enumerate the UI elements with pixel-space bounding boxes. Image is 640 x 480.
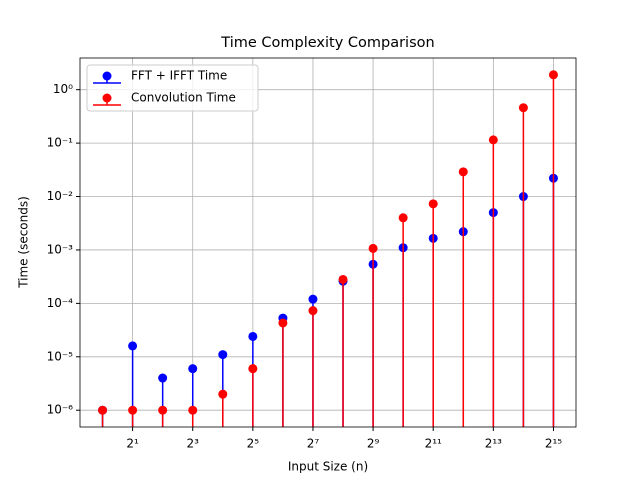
legend-box [86,64,259,112]
y-tick-label: 10⁻⁴ [47,296,74,310]
legend-marker [102,93,112,103]
x-tick-label: 2⁷ [307,437,320,451]
stem-marker [248,364,258,374]
stem-marker [488,135,498,145]
stem-marker [188,405,198,415]
stem-marker [128,341,138,351]
stem-marker [158,373,168,383]
y-tick-label: 10⁻² [47,189,74,203]
stem-marker [248,331,258,341]
y-tick-label: 10⁻⁵ [47,349,74,363]
stem-marker [218,389,228,399]
stem-marker [158,405,168,415]
legend-marker [102,71,112,81]
x-tick-label: 2¹¹ [425,437,442,451]
stem-marker [308,294,318,304]
x-axis-label: Input Size (n) [288,460,368,474]
x-tick-label: 2¹⁵ [545,437,562,451]
chart-title: Time Complexity Comparison [220,35,434,51]
stem-marker [518,103,528,113]
stem-marker [368,243,378,253]
stem-marker [338,274,348,284]
stem-marker [218,350,228,360]
x-tick-label: 2¹ [126,437,139,451]
x-tick-label: 2⁹ [367,437,380,451]
y-tick-label: 10⁻⁶ [47,403,74,417]
y-tick-label: 10⁰ [53,82,73,96]
legend-label: FFT + IFFT Time [131,69,227,83]
x-tick-label: 2⁵ [247,437,260,451]
stem-marker [128,405,138,415]
stem-marker [398,213,408,223]
y-tick-label: 10⁻³ [47,242,74,256]
x-tick-label: 2¹³ [485,437,502,451]
stem-marker [428,199,438,209]
legend-label: Convolution Time [131,91,236,105]
stem-marker [308,306,318,316]
stem-marker [278,318,288,328]
x-tick-label: 2³ [187,437,200,451]
axes-frame [79,57,577,428]
y-tick-label: 10⁻¹ [47,136,74,150]
stem-marker [98,405,108,415]
stem-marker [458,167,468,177]
stem-marker [188,364,198,374]
y-axis-label: Time (seconds) [17,196,31,289]
stem-marker [548,70,558,80]
